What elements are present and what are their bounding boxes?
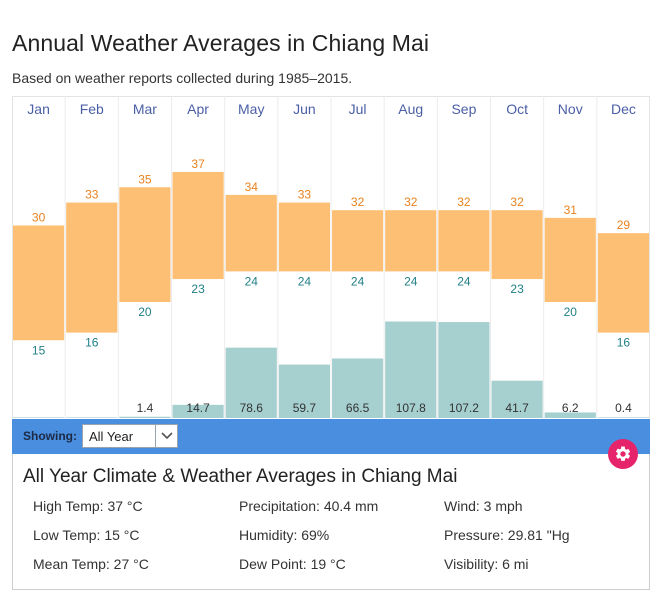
month-label: Aug [398,101,423,117]
high-temp-label: 30 [32,211,46,225]
precipitation-bar [332,358,384,418]
temperature-bar [119,187,171,302]
stat-precipitation: Precipitation: 40.4 mm [239,498,379,514]
period-select[interactable]: All Year [82,424,178,448]
temperature-bar [544,217,596,302]
precipitation-bar [119,416,171,418]
month-label: Jul [349,101,367,117]
stat-dew-point: Dew Point: 19 °C [239,556,346,572]
low-temp-label: 23 [191,282,205,296]
month-label: Mar [133,101,157,117]
low-temp-label: 15 [32,343,46,357]
temperature-bar [225,194,277,272]
chevron-down-icon[interactable] [155,425,177,447]
month-label: Sep [451,101,476,117]
temperature-bar [172,171,224,280]
precipitation-label: 6.2 [562,401,579,415]
low-temp-label: 24 [298,274,312,288]
month-label: Feb [80,101,104,117]
month-label: Apr [187,101,209,117]
summary-title: All Year Climate & Weather Averages in C… [23,466,458,487]
stat-visibility: Visibility: 6 mi [444,556,529,572]
gear-icon [615,446,631,461]
temperature-bar [66,202,118,333]
precipitation-bar [438,322,490,418]
showing-label: Showing: [23,429,77,443]
climate-summary: All Year Climate & Weather Averages in C… [12,454,650,590]
settings-button[interactable] [608,439,638,469]
temperature-bar [278,202,330,272]
stat-humidity: Humidity: 69% [239,527,330,543]
precipitation-bar [491,380,543,418]
temperature-bar [597,233,649,333]
precipitation-label: 66.5 [346,401,370,415]
month-label: May [238,101,264,117]
precipitation-label: 1.4 [137,401,154,415]
month-label: Oct [506,101,528,117]
low-temp-label: 24 [457,274,471,288]
low-temp-label: 16 [617,336,631,350]
low-temp-label: 24 [351,274,365,288]
month-label: Jan [27,101,50,117]
precipitation-label: 78.6 [240,401,264,415]
month-label: Dec [611,101,636,117]
precipitation-bar [13,417,65,418]
precipitation-label: 0.4 [615,401,632,415]
precipitation-label: 59.7 [293,401,317,415]
high-temp-label: 37 [191,157,205,171]
period-toolbar: Showing: All Year [12,419,650,454]
period-select-value: All Year [89,429,134,444]
high-temp-label: 31 [564,203,578,217]
month-label: Jun [293,101,316,117]
month-label: Nov [558,101,583,117]
page-subtitle: Based on weather reports collected durin… [12,70,353,86]
high-temp-label: 35 [138,172,152,186]
low-temp-label: 20 [564,305,578,319]
precipitation-bar [597,417,649,418]
precipitation-bar [385,321,437,418]
high-temp-label: 29 [617,218,631,232]
low-temp-label: 24 [404,274,418,288]
high-temp-label: 32 [457,195,471,209]
high-temp-label: 32 [510,195,524,209]
high-temp-label: 34 [245,180,259,194]
temperature-bar [332,210,384,272]
low-temp-label: 23 [510,282,524,296]
stat-wind: Wind: 3 mph [444,498,523,514]
precipitation-label: 107.8 [396,401,426,415]
temperature-bar [385,210,437,272]
high-temp-label: 33 [298,188,312,202]
temperature-bar [13,225,65,341]
high-temp-label: 33 [85,188,99,202]
temperature-bar [491,210,543,280]
precipitation-label: 14.7 [186,401,210,415]
high-temp-label: 32 [351,195,365,209]
precipitation-bar [544,412,596,418]
stat-pressure: Pressure: 29.81 "Hg [444,527,570,543]
precipitation-label: 107.2 [449,401,479,415]
precipitation-bar [278,364,330,418]
stat-high-temp: High Temp: 37 °C [33,498,143,514]
precipitation-label: 41.7 [505,401,529,415]
precipitation-bar [225,347,277,418]
weather-chart: Jan 30 15 Feb 33 16 Mar 35 20 1.4 Apr 37 23 14.7 May 34… [13,96,649,418]
page-title: Annual Weather Averages in Chiang Mai [12,30,430,56]
stat-mean-temp: Mean Temp: 27 °C [33,556,149,572]
low-temp-label: 16 [85,336,99,350]
low-temp-label: 20 [138,305,152,319]
precipitation-bar [66,417,118,418]
low-temp-label: 24 [245,274,259,288]
precipitation-bar [172,404,224,418]
temperature-bar [438,210,490,272]
high-temp-label: 32 [404,195,418,209]
stat-low-temp: Low Temp: 15 °C [33,527,140,543]
